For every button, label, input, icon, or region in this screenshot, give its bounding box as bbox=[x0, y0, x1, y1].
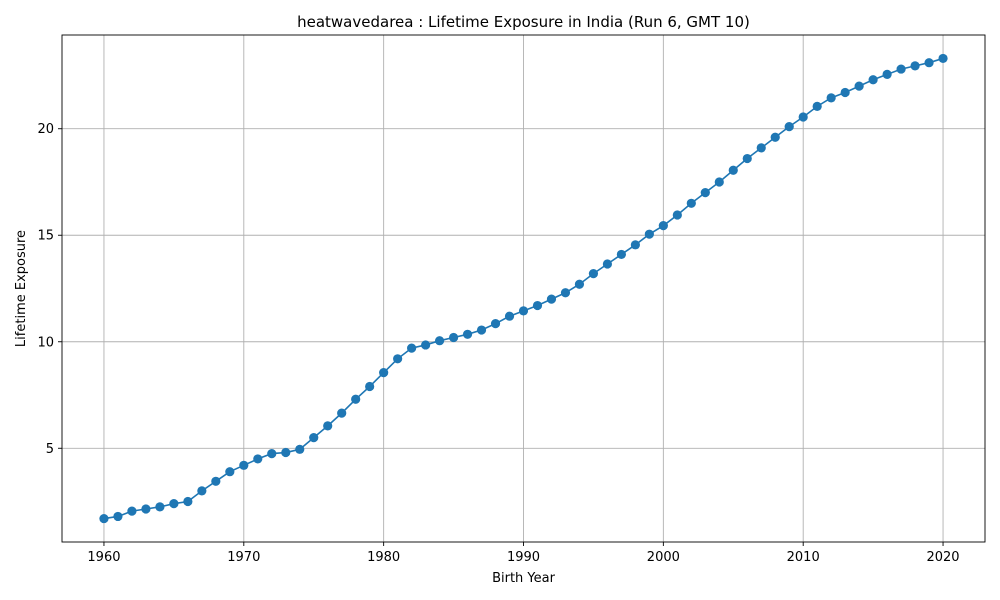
series-layer bbox=[99, 53, 948, 524]
data-point bbox=[756, 143, 766, 153]
data-point bbox=[602, 259, 613, 269]
data-point bbox=[518, 306, 529, 316]
y-tick-label: 20 bbox=[37, 122, 54, 137]
data-point bbox=[476, 325, 487, 335]
data-point bbox=[183, 496, 193, 507]
data-point bbox=[225, 467, 235, 477]
data-point bbox=[882, 69, 892, 80]
data-point bbox=[630, 240, 640, 250]
y-axis: 5 10 15 20 bbox=[37, 122, 62, 457]
y-axis-title: Lifetime Exposure bbox=[14, 230, 29, 347]
data-point bbox=[309, 433, 319, 443]
data-point bbox=[295, 444, 305, 454]
chart-title: heatwavedarea : Lifetime Exposure in Ind… bbox=[297, 13, 750, 31]
data-point bbox=[253, 454, 263, 464]
y-tick-label: 10 bbox=[37, 335, 54, 350]
data-point bbox=[896, 64, 906, 74]
data-point bbox=[770, 132, 780, 142]
data-point bbox=[407, 343, 417, 353]
data-point bbox=[211, 476, 221, 486]
x-tick-label: 2000 bbox=[647, 550, 680, 565]
data-point bbox=[434, 336, 445, 346]
data-point bbox=[588, 268, 599, 279]
data-point bbox=[169, 499, 179, 509]
data-point bbox=[421, 340, 431, 350]
x-tick-label: 2020 bbox=[926, 550, 959, 565]
data-point bbox=[448, 332, 459, 343]
data-point bbox=[393, 354, 403, 364]
data-point bbox=[728, 165, 738, 175]
data-point bbox=[826, 93, 836, 103]
data-point bbox=[798, 112, 808, 122]
data-point bbox=[868, 75, 878, 85]
data-point bbox=[686, 198, 696, 208]
data-point bbox=[924, 58, 934, 68]
x-axis-title: Birth Year bbox=[492, 571, 556, 586]
data-point bbox=[742, 153, 752, 164]
data-point bbox=[938, 53, 948, 64]
data-point bbox=[197, 486, 207, 496]
data-point bbox=[490, 319, 501, 329]
data-point bbox=[560, 288, 571, 298]
data-point bbox=[239, 460, 249, 470]
y-tick-label: 5 bbox=[46, 442, 54, 457]
data-point bbox=[351, 394, 361, 404]
data-point bbox=[267, 448, 277, 459]
x-axis: 1960 1970 1980 1990 2000 2010 2020 bbox=[87, 542, 960, 565]
data-point bbox=[337, 408, 347, 418]
x-tick-label: 1970 bbox=[227, 550, 260, 565]
data-point bbox=[658, 221, 668, 231]
x-tick-label: 1960 bbox=[87, 550, 120, 565]
x-tick-label: 2010 bbox=[787, 550, 820, 565]
data-point bbox=[99, 513, 109, 524]
data-point bbox=[910, 61, 920, 71]
data-point bbox=[323, 421, 333, 431]
data-point bbox=[672, 210, 682, 220]
data-point bbox=[127, 506, 137, 516]
data-point bbox=[462, 329, 473, 339]
data-point bbox=[700, 188, 710, 198]
data-point bbox=[365, 381, 375, 392]
x-tick-label: 1990 bbox=[507, 550, 540, 565]
data-point bbox=[141, 504, 151, 514]
y-tick-label: 15 bbox=[37, 229, 54, 244]
data-point bbox=[784, 122, 794, 132]
data-point bbox=[504, 311, 515, 321]
data-point bbox=[574, 279, 585, 289]
data-point bbox=[532, 300, 543, 311]
data-point bbox=[281, 447, 291, 458]
data-point bbox=[840, 87, 850, 98]
data-point bbox=[812, 101, 822, 111]
data-point bbox=[155, 502, 165, 512]
data-point bbox=[616, 249, 626, 260]
data-point bbox=[854, 81, 864, 91]
data-point bbox=[546, 294, 557, 304]
grid-lines bbox=[62, 35, 985, 542]
data-point bbox=[644, 229, 654, 239]
x-tick-label: 1980 bbox=[367, 550, 400, 565]
data-point bbox=[379, 368, 389, 378]
data-point bbox=[714, 177, 724, 187]
data-point bbox=[113, 511, 123, 522]
